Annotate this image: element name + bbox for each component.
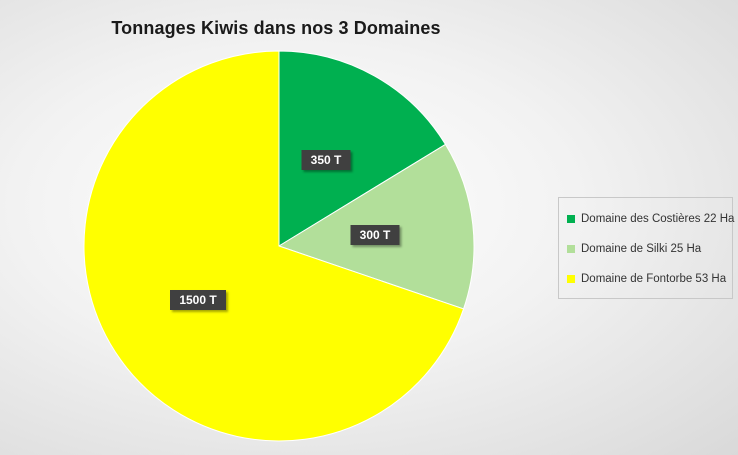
svg-text:1500 T: 1500 T <box>179 293 217 307</box>
legend-swatch <box>567 275 575 283</box>
svg-text:300 T: 300 T <box>360 228 391 242</box>
chart-title: Tonnages Kiwis dans nos 3 Domaines <box>111 18 441 38</box>
legend-item: Domaine de Fontorbe 53 Ha <box>567 264 732 294</box>
pie-slice <box>83 50 465 442</box>
legend-label: Domaine de Silki 25 Ha <box>581 243 702 255</box>
pie-slice <box>278 50 447 247</box>
legend-label: Domaine de Fontorbe 53 Ha <box>581 273 727 285</box>
data-label: 350 T <box>301 150 351 170</box>
legend-label: Domaine des Costières 22 Ha <box>581 213 735 225</box>
legend-swatch <box>567 245 575 253</box>
legend-item: Domaine de Silki 25 Ha <box>567 234 732 264</box>
legend-item: Domaine des Costières 22 Ha <box>567 204 735 234</box>
data-label: 300 T <box>350 225 400 245</box>
data-label: 1500 T <box>170 290 226 310</box>
legend: Domaine des Costières 22 Ha Domaine de Si… <box>558 197 735 299</box>
svg-text:350 T: 350 T <box>311 153 342 167</box>
legend-swatch <box>567 215 575 223</box>
